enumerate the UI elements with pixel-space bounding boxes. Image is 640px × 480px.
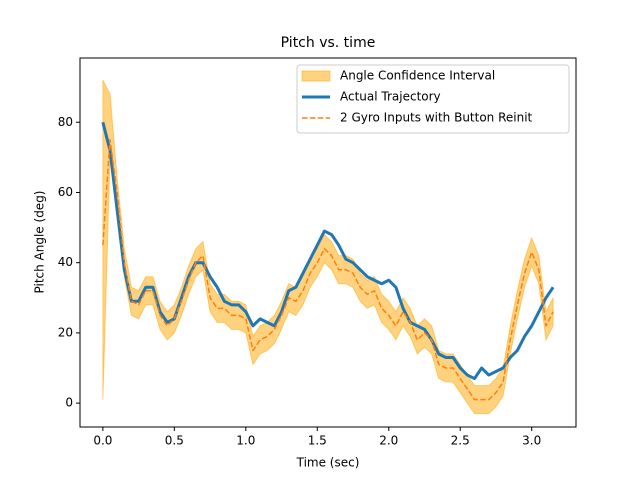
confidence-band: [102, 79, 554, 415]
x-axis-label: Time (sec): [296, 456, 360, 470]
y-tick-label: 0: [65, 396, 73, 410]
y-tick-label: 20: [58, 325, 73, 339]
plot-frame: [79, 57, 577, 428]
x-tick-label: 1.0: [236, 434, 255, 448]
legend-label: Angle Confidence Interval: [340, 69, 495, 83]
legend-label: 2 Gyro Inputs with Button Reinit: [340, 111, 533, 125]
x-tick-label: 0.0: [93, 434, 112, 448]
series-line: [102, 139, 554, 401]
chart-title: Pitch vs. time: [281, 35, 376, 51]
x-tick-label: 3.0: [522, 434, 541, 448]
y-tick-label: 60: [58, 185, 73, 199]
x-tick-label: 1.5: [308, 434, 327, 448]
x-tick-label: 2.5: [451, 434, 470, 448]
legend-label: Actual Trajectory: [340, 90, 441, 104]
legend-box: [296, 64, 570, 134]
x-tick-label: 0.5: [165, 434, 184, 448]
y-tick-label: 80: [58, 115, 73, 129]
x-tick-label: 2.0: [379, 434, 398, 448]
legend-swatch: [301, 70, 331, 82]
y-tick-label: 40: [58, 255, 73, 269]
y-axis-label: Pitch Angle (deg): [33, 191, 47, 294]
